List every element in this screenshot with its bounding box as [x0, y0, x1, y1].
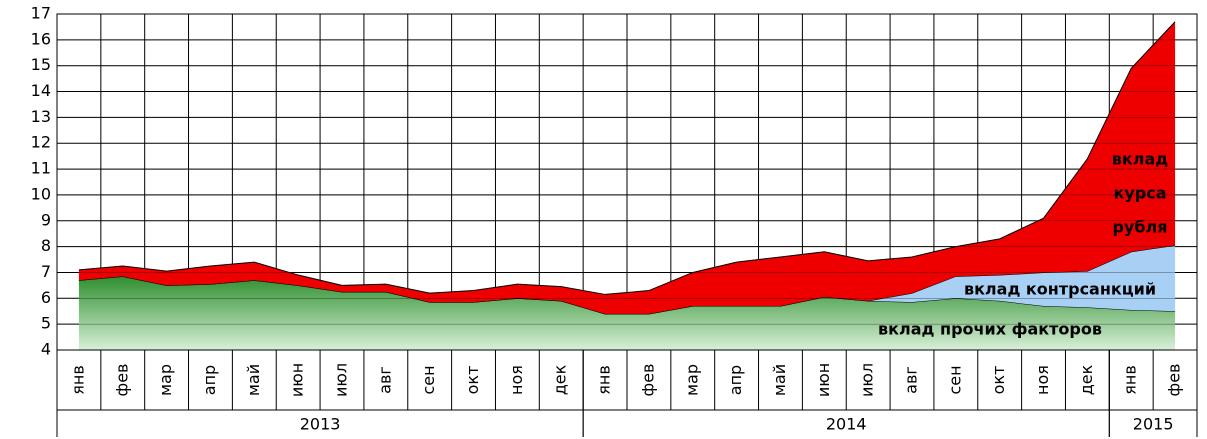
area-edge [78, 21, 1176, 295]
y-tick-label: 9 [41, 210, 51, 229]
y-tick-label: 7 [41, 262, 51, 281]
series-label: рубля [1112, 218, 1167, 237]
year-label: 2013 [300, 415, 341, 434]
x-tick-label: май [244, 364, 263, 396]
x-tick-label: окт [463, 366, 482, 395]
y-tick-label: 16 [31, 29, 51, 48]
x-tick-label: апр [200, 365, 219, 395]
y-tick-label: 10 [31, 184, 51, 203]
x-tick-label: янв [1121, 365, 1140, 395]
series-label: вклад [1112, 150, 1169, 169]
y-tick-label: 13 [31, 107, 51, 126]
series-label: курса [1113, 184, 1166, 203]
x-tick-label: фев [1165, 364, 1184, 397]
year-label: 2015 [1133, 415, 1174, 434]
area [78, 276, 1176, 350]
x-tick-label: мар [682, 364, 701, 396]
x-tick-label: сен [945, 365, 964, 394]
y-tick-label: 14 [31, 81, 51, 100]
y-tick-label: 8 [41, 236, 51, 255]
area [78, 21, 1176, 314]
x-tick-label: апр [726, 365, 745, 395]
x-tick-label: ноя [1033, 365, 1052, 395]
series-label: вклад контрсанкций [964, 280, 1156, 299]
x-tick-label: фев [112, 364, 131, 397]
x-tick-label: мар [156, 364, 175, 396]
x-tick-label: ноя [507, 365, 526, 395]
y-tick-label: 15 [31, 55, 51, 74]
x-tick-label: окт [989, 366, 1008, 395]
x-tick-label: янв [68, 365, 87, 395]
plot-frame [56, 13, 1198, 351]
y-tick-label: 12 [31, 133, 51, 152]
x-tick-label: сен [419, 365, 438, 394]
x-tick-label: авг [375, 366, 394, 394]
y-tick-label: 11 [31, 159, 51, 178]
x-tick-label: янв [595, 365, 614, 395]
x-tick-label: июл [858, 363, 877, 397]
y-tick-label: 4 [41, 340, 51, 359]
x-tick-label: фев [638, 364, 657, 397]
y-tick-label: 6 [41, 288, 51, 307]
y-tick-label: 5 [41, 314, 51, 333]
x-tick-label: авг [902, 366, 921, 394]
x-tick-label: дек [551, 364, 570, 395]
x-tick-label: дек [1077, 364, 1096, 395]
year-label: 2014 [826, 415, 867, 434]
x-tick-label: май [770, 364, 789, 396]
x-tick-label: июн [288, 363, 307, 397]
series-label: вклад прочих факторов [878, 320, 1102, 339]
area [78, 245, 1176, 314]
y-tick-label: 17 [31, 4, 51, 23]
x-tick-label: июл [332, 363, 351, 397]
x-tick-label: июн [814, 363, 833, 397]
